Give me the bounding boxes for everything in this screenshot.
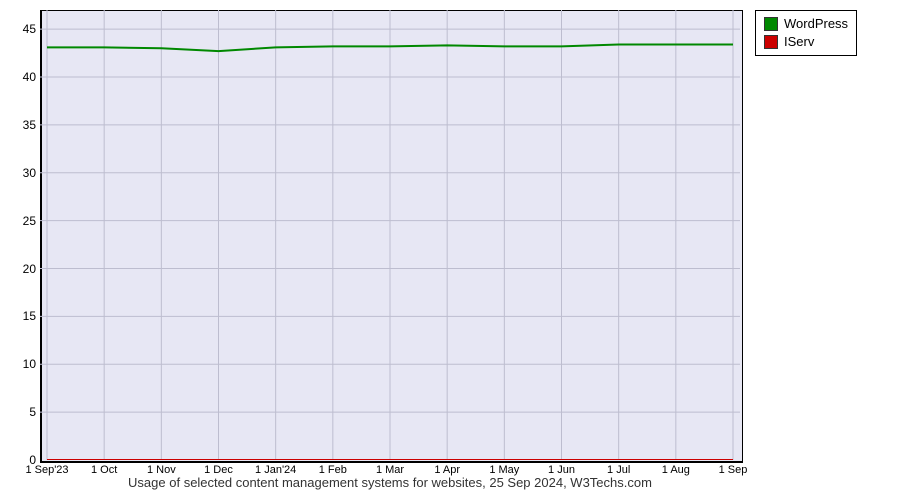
y-tick-label: 10 (6, 357, 36, 371)
y-tick-label: 40 (6, 70, 36, 84)
y-tick-label: 5 (6, 405, 36, 419)
y-tick-label: 30 (6, 166, 36, 180)
y-tick-label: 20 (6, 262, 36, 276)
legend-label: WordPress (784, 15, 848, 33)
y-tick-label: 25 (6, 214, 36, 228)
legend-label: IServ (784, 33, 814, 51)
legend-swatch (764, 17, 778, 31)
plot-svg (40, 10, 740, 460)
chart-caption: Usage of selected content management sys… (40, 475, 740, 490)
legend: WordPressIServ (755, 10, 857, 56)
chart-area: 051015202530354045 1 Sep'231 Oct1 Nov1 D… (40, 10, 740, 460)
legend-item: IServ (764, 33, 848, 51)
y-tick-label: 45 (6, 22, 36, 36)
y-tick-label: 15 (6, 309, 36, 323)
legend-item: WordPress (764, 15, 848, 33)
chart-container: 051015202530354045 1 Sep'231 Oct1 Nov1 D… (0, 0, 900, 500)
legend-swatch (764, 35, 778, 49)
y-tick-label: 35 (6, 118, 36, 132)
